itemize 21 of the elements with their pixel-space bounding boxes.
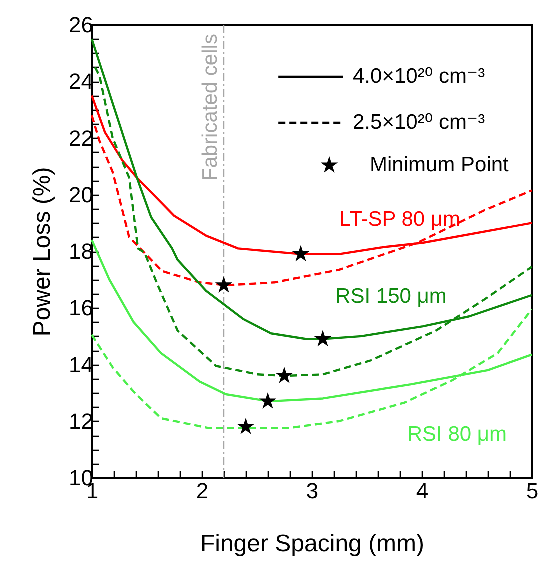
x-tick-label: 4 bbox=[416, 478, 429, 504]
x-tick-label: 3 bbox=[306, 478, 319, 504]
point bbox=[215, 276, 233, 293]
y-axis-title: Power Loss (%) bbox=[29, 167, 56, 337]
x-axis-title: Finger Spacing (mm) bbox=[200, 530, 425, 558]
annotation: RSI 150 μm bbox=[336, 284, 447, 308]
annotation: 2.5×10²⁰ cm⁻³ bbox=[353, 111, 486, 134]
annotation: RSI 80 μm bbox=[407, 422, 508, 446]
x-tick-label: 5 bbox=[526, 478, 539, 504]
annotation: LT-SP 80 μm bbox=[339, 208, 461, 231]
y-tick-label: 24 bbox=[69, 69, 94, 94]
legend-label: Minimum Point bbox=[370, 154, 510, 176]
x-tick-label: 2 bbox=[196, 478, 209, 504]
point bbox=[276, 366, 294, 384]
point bbox=[259, 392, 277, 409]
point bbox=[292, 245, 310, 262]
ref-line-label: Fabricated cells bbox=[199, 34, 222, 182]
y-tick-label: 14 bbox=[69, 352, 94, 378]
point bbox=[237, 418, 255, 434]
annotation: 4.0×10²⁰ cm⁻³ bbox=[353, 65, 486, 88]
point bbox=[314, 330, 332, 347]
